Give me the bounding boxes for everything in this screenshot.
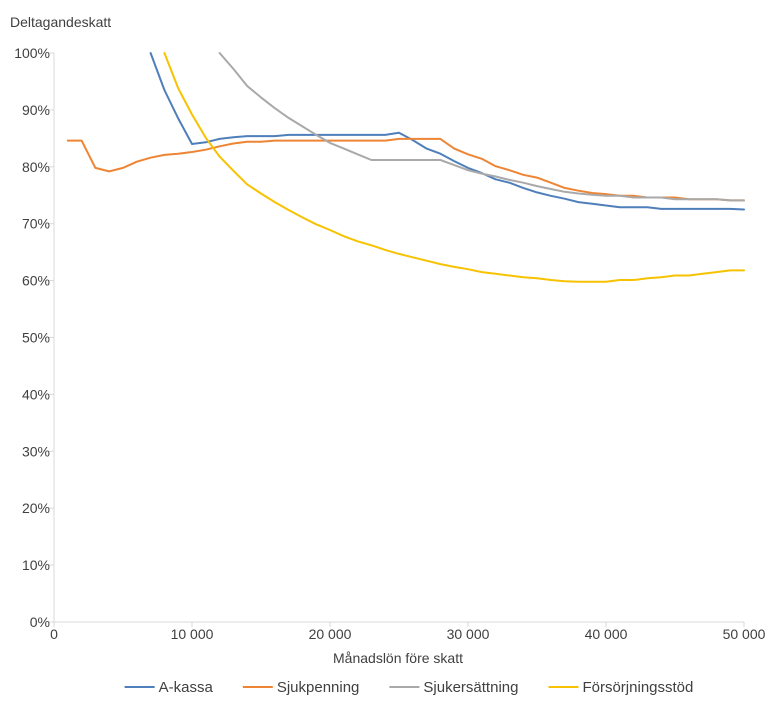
y-tick-label: 0% (30, 614, 50, 630)
x-axis: 0 10 000 20 000 30 000 40 000 50 000 (50, 622, 766, 642)
legend-label-sjukers-ttning: Sjukersättning (423, 679, 518, 696)
x-tick-label: 40 000 (585, 626, 628, 642)
series-line-sjukers-ttning (218, 52, 745, 202)
x-tick-label: 50 000 (723, 626, 766, 642)
x-axis-title: Månadslön före skatt (333, 650, 463, 666)
x-tick-label: 20 000 (309, 626, 352, 642)
y-tick-label: 20% (22, 500, 50, 516)
plot-area (53, 52, 745, 623)
series-line-sjukpenning (66, 137, 745, 202)
series-line-f-rs-rjningsst-d (163, 52, 745, 283)
y-tick-label: 40% (22, 386, 50, 402)
y-tick-label: 80% (22, 159, 50, 175)
y-axis: 0% 10% 20% 30% 40% 50% 60% 70% 80% 90% 100% (14, 45, 54, 630)
x-tick-label: 10 000 (171, 626, 214, 642)
y-tick-label: 50% (22, 330, 50, 346)
y-tick-label: 30% (22, 443, 50, 459)
y-tick-label: 60% (22, 273, 50, 289)
legend-label-a-kassa: A-kassa (159, 679, 214, 696)
legend-label-f-rs-rjningsst-d: Försörjningsstöd (582, 679, 693, 696)
y-axis-title: Deltagandeskatt (10, 14, 111, 30)
x-tick-label: 0 (50, 626, 58, 642)
y-tick-label: 10% (22, 557, 50, 573)
legend-label-sjukpenning: Sjukpenning (277, 679, 360, 696)
y-tick-label: 70% (22, 216, 50, 232)
legend: A-kassa Sjukpenning Sjukersättning Försörjn… (124, 679, 693, 696)
series-line-a-kassa (149, 52, 745, 211)
x-tick-label: 30 000 (447, 626, 490, 642)
y-tick-label: 100% (14, 45, 50, 61)
y-tick-label: 90% (22, 102, 50, 118)
